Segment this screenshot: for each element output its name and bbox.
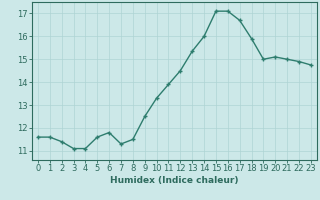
X-axis label: Humidex (Indice chaleur): Humidex (Indice chaleur) bbox=[110, 176, 239, 185]
